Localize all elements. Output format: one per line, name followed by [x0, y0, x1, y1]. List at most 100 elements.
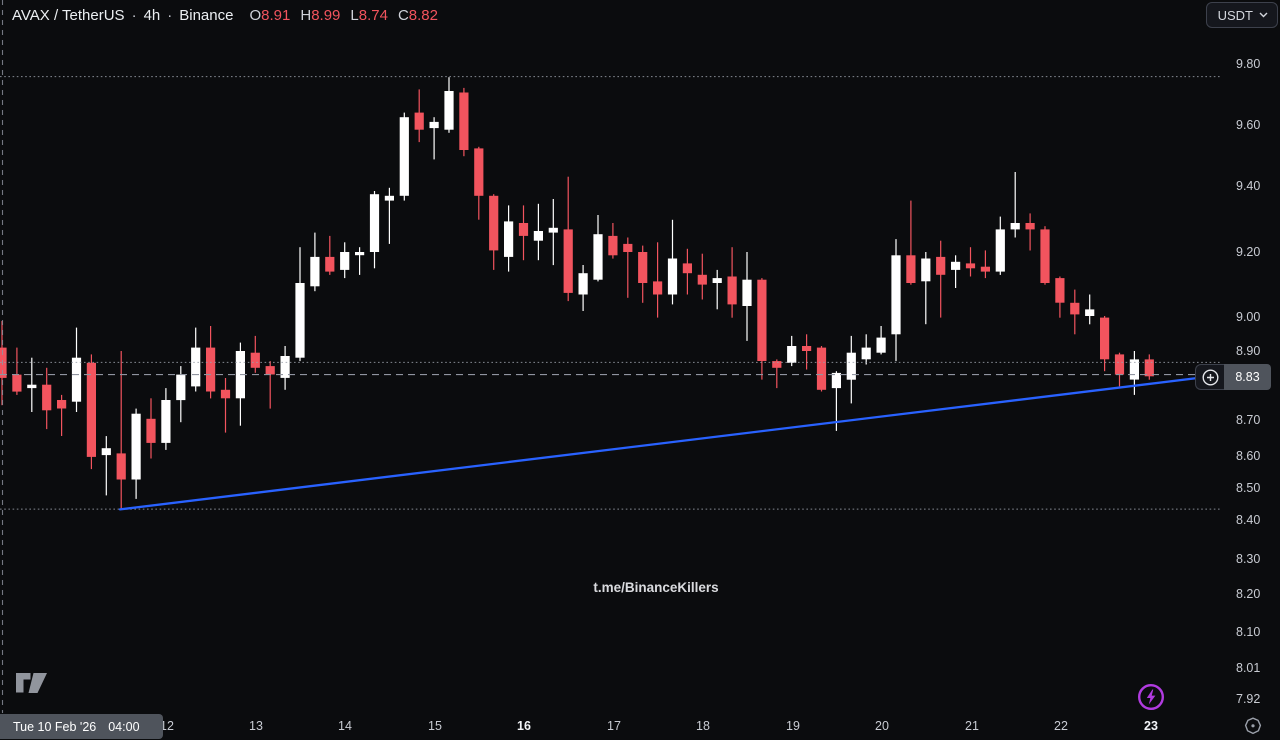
candle-wick — [224, 378, 227, 433]
candle-body — [399, 117, 409, 196]
crosshair-time: 04:00 — [108, 719, 140, 734]
price-axis-tick: 8.60 — [1236, 449, 1261, 463]
legend-separator: · — [131, 6, 137, 24]
chart-area[interactable]: AVAX / TetherUS · 4h · Binance O8.91 H8.9… — [0, 0, 1222, 713]
candle-body — [533, 231, 543, 241]
price-axis-tick: 9.40 — [1236, 179, 1261, 193]
candle-body — [921, 258, 931, 282]
time-axis-tick: 19 — [786, 719, 800, 733]
candlestick-plot — [0, 0, 1222, 713]
candle-body — [280, 356, 290, 378]
axis-settings-icon[interactable] — [1243, 716, 1263, 736]
candle-body — [667, 258, 678, 295]
plus-circle-icon — [1201, 368, 1219, 386]
time-axis-tick: 15 — [428, 719, 442, 733]
crosshair-date-label: Tue 10 Feb '26 04:00 — [0, 714, 163, 739]
watermark: t.me/BinanceKillers — [593, 580, 719, 595]
candle-wick — [716, 269, 718, 310]
price-axis-tick: 9.00 — [1236, 310, 1261, 324]
price-axis-tick: 8.40 — [1236, 513, 1261, 527]
candle-body — [444, 91, 454, 130]
currency-label: USDT — [1217, 7, 1253, 23]
price-axis-tick: 9.60 — [1236, 118, 1261, 132]
candle-body — [1114, 354, 1125, 375]
ohlc-pair: L8.74 — [350, 6, 388, 24]
candle-body — [1055, 278, 1065, 303]
candle-wick — [120, 351, 122, 510]
lightning-badge-icon[interactable] — [1137, 683, 1165, 711]
candle-body — [474, 148, 484, 196]
candle-body — [71, 357, 82, 402]
candle-body — [1070, 302, 1080, 315]
candle-wick — [955, 255, 957, 288]
candle-body — [265, 366, 275, 375]
candle-body — [578, 273, 588, 295]
candle-body — [206, 347, 216, 392]
candle-body — [951, 261, 961, 270]
crosshair-date: Tue 10 Feb '26 — [13, 719, 97, 734]
add-alert-plus-button[interactable] — [1195, 364, 1224, 390]
candle-body — [12, 374, 22, 392]
candle-body — [742, 279, 752, 306]
candle-wick — [61, 394, 63, 436]
chevron-down-icon — [1259, 12, 1268, 18]
ohlc-pair: O8.91 — [249, 6, 291, 24]
candle-body — [310, 256, 320, 287]
candle-body — [563, 229, 573, 293]
candle-wick — [835, 371, 837, 431]
time-axis[interactable]: Tue 10 Feb '26 04:00 12 13 14 15 16 17 18 19 20 2… — [0, 713, 1280, 740]
candle-body — [1129, 359, 1139, 380]
candle-body — [697, 274, 707, 285]
price-axis-tick: 7.92 — [1236, 692, 1261, 706]
time-axis-tick: 16 — [517, 719, 531, 733]
legend-separator: · — [167, 6, 173, 24]
candle-wick — [433, 117, 435, 160]
interval-label[interactable]: 4h — [143, 6, 161, 24]
currency-selector-button[interactable]: USDT — [1205, 2, 1278, 28]
candle-body — [0, 347, 7, 378]
candle-body — [42, 384, 52, 411]
candle-body — [1085, 309, 1095, 316]
price-axis-tick: 8.01 — [1236, 661, 1261, 675]
candle-body — [57, 400, 67, 409]
candle-body — [965, 263, 976, 269]
crosshair-price-tag: 8.83 — [1195, 364, 1271, 390]
price-axis-tick: 8.30 — [1236, 552, 1261, 566]
candle-wick — [329, 235, 331, 275]
candle-wick — [984, 250, 986, 279]
ohlc-pair: C8.82 — [397, 6, 438, 24]
trendline — [118, 374, 1217, 511]
price-axis-tick: 9.80 — [1236, 57, 1261, 71]
candle-body — [518, 223, 529, 236]
candle-wick — [969, 247, 972, 277]
candle-wick — [925, 252, 927, 325]
tradingview-logo[interactable] — [16, 672, 48, 694]
symbol-name: AVAX / TetherUS — [12, 6, 125, 24]
candle-body — [340, 252, 350, 270]
candle-body — [682, 263, 692, 274]
candle-body — [846, 352, 856, 380]
candle-body — [608, 235, 618, 256]
candle-body — [1040, 229, 1050, 283]
candle-wick — [388, 187, 390, 244]
price-axis-tick: 8.70 — [1236, 413, 1261, 427]
symbol-legend[interactable]: AVAX / TetherUS · 4h · Binance O8.91 H8.9… — [12, 5, 448, 25]
price-axis-tick: 9.20 — [1236, 245, 1261, 259]
candle-wick — [940, 240, 942, 318]
candle-body — [489, 195, 499, 251]
candle-wick — [105, 436, 107, 496]
candle-body — [1100, 317, 1110, 360]
price-axis[interactable]: 9.809.609.409.209.008.908.808.708.608.50… — [1222, 0, 1280, 713]
candle-body — [295, 283, 305, 358]
time-axis-tick: 18 — [696, 719, 710, 733]
candle-body — [906, 255, 916, 283]
candle-wick — [910, 200, 912, 285]
time-axis-tick: 22 — [1054, 719, 1068, 733]
candle-body — [459, 92, 469, 150]
time-axis-tick: 17 — [607, 719, 621, 733]
candle-body — [861, 347, 871, 360]
candle-body — [876, 337, 886, 353]
candle-wick — [806, 334, 808, 370]
candle-body — [325, 256, 335, 272]
price-axis-tick: 8.90 — [1236, 344, 1261, 358]
